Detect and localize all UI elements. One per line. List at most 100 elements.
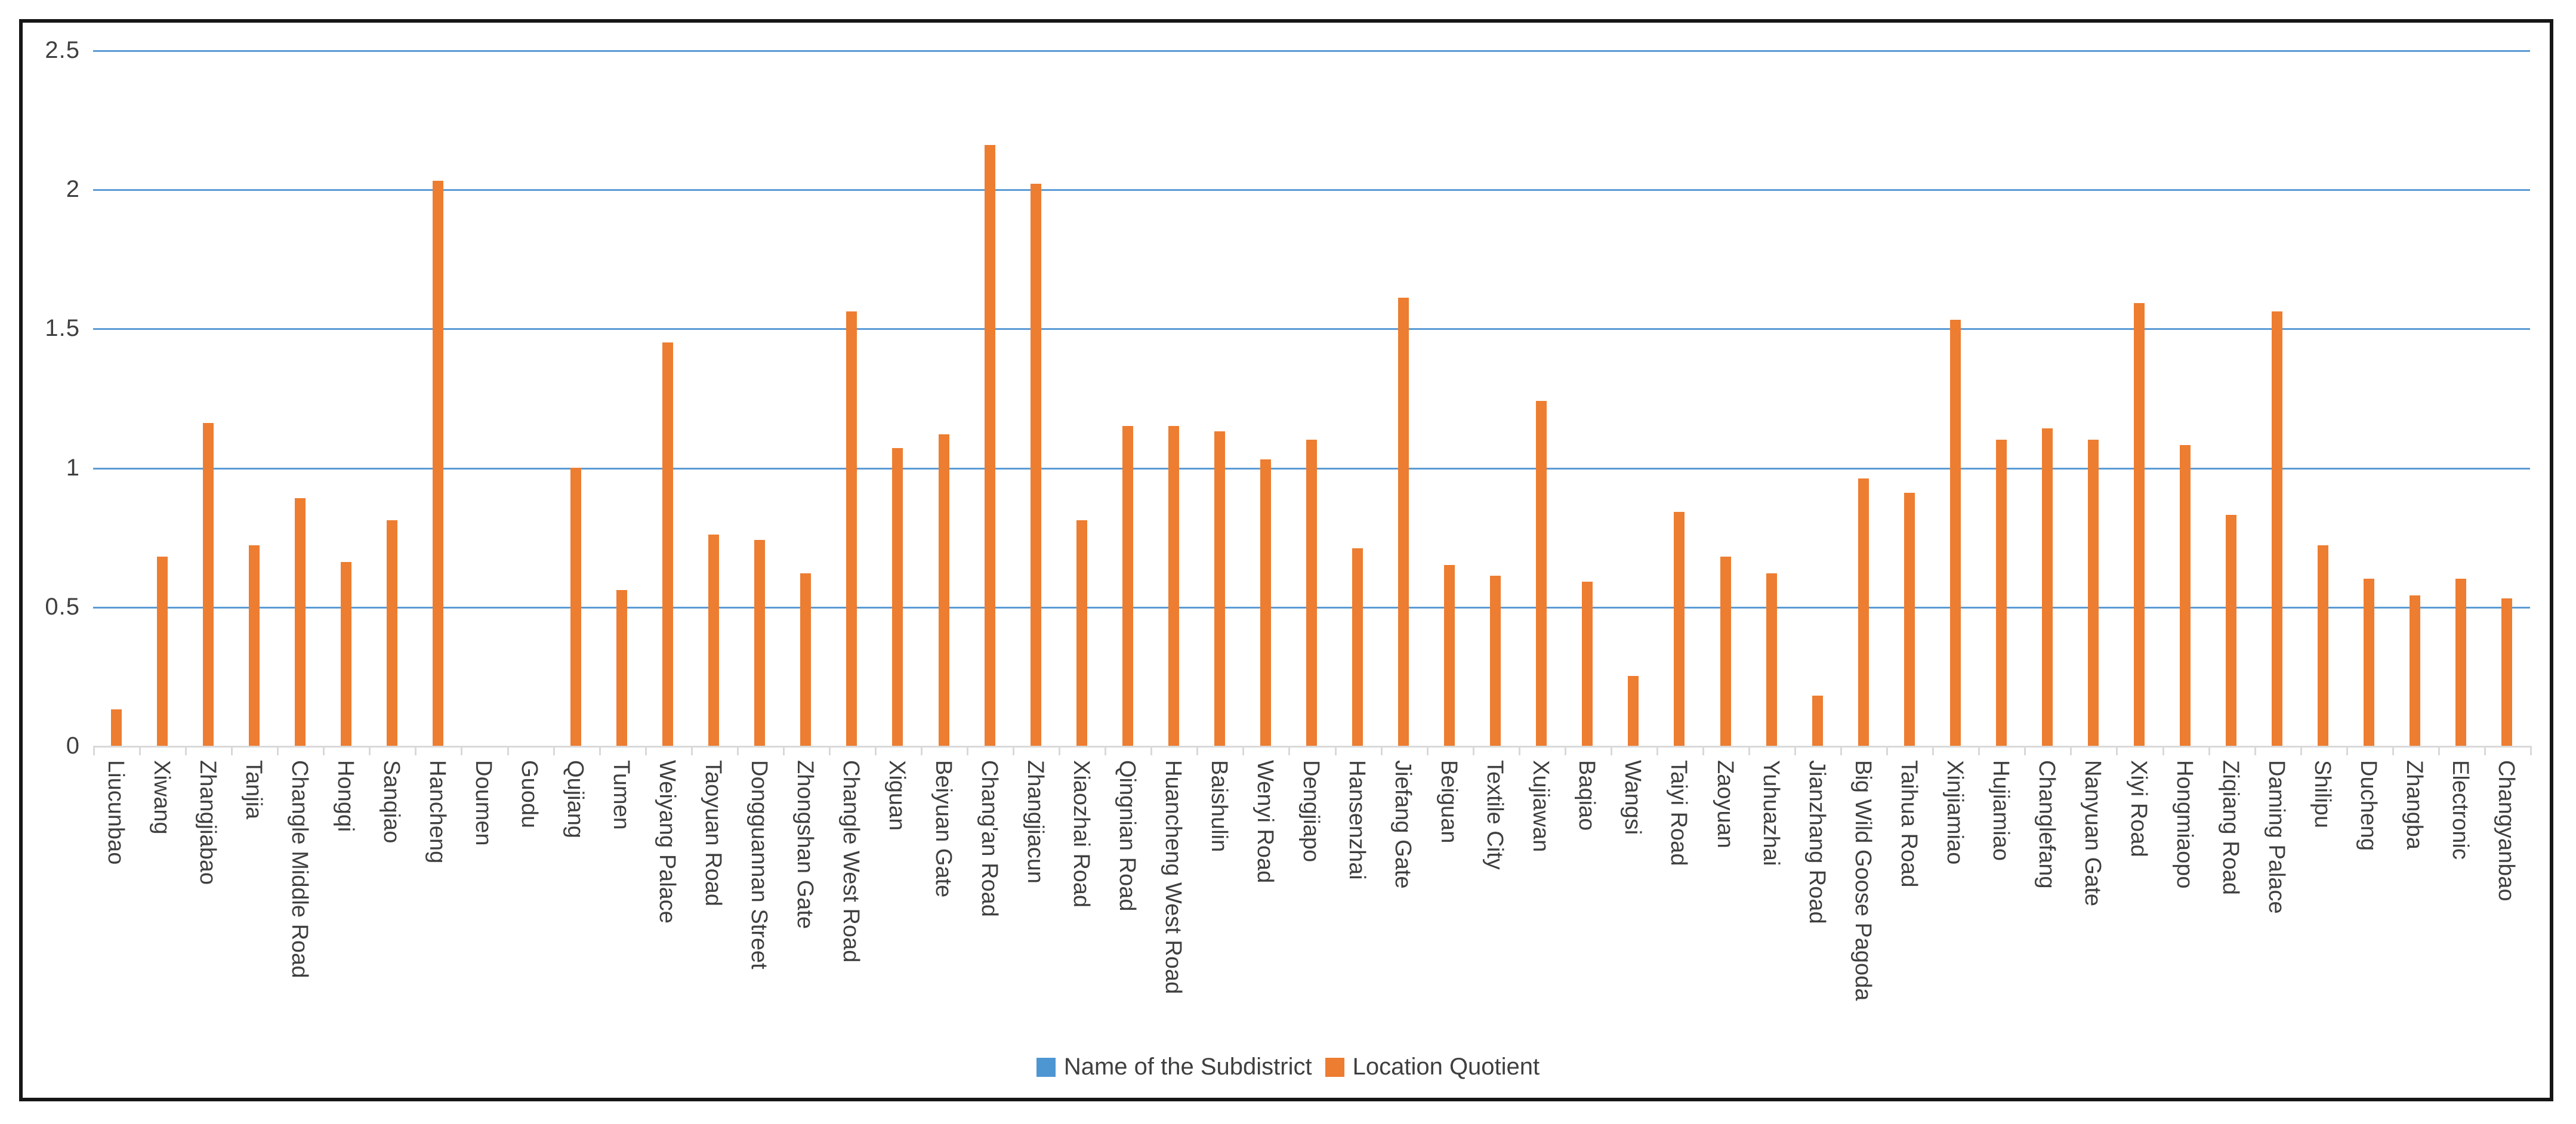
x-axis-tick: [2162, 746, 2164, 755]
bar-changle-west-road[interactable]: [846, 311, 857, 746]
legend-label: Location Quotient: [1352, 1054, 1540, 1080]
bar-hansenzhai[interactable]: [1352, 548, 1363, 746]
bar-baqiao[interactable]: [1582, 581, 1593, 746]
bar-huancheng-west-road[interactable]: [1168, 425, 1179, 746]
x-axis-tick: [690, 746, 693, 755]
x-axis-tick: [1748, 746, 1751, 755]
bar-baishulin[interactable]: [1214, 431, 1225, 746]
bar-nanyuan-gate[interactable]: [2087, 439, 2099, 746]
bar-taihua-road[interactable]: [1904, 492, 1915, 746]
x-axis-tick: [185, 746, 187, 755]
x-axis-category-label: Zhongshan Gate: [792, 760, 818, 930]
x-axis-category-label: Zhangjiabao: [195, 760, 220, 885]
x-axis-category-label: Sanqiao: [378, 760, 404, 844]
x-axis-category-label: Tumen: [609, 760, 634, 830]
x-axis-tick: [1288, 746, 1291, 755]
bar-changyanbao[interactable]: [2501, 598, 2513, 746]
x-axis-tick: [323, 746, 325, 755]
x-axis-tick: [1242, 746, 1245, 755]
legend-item-subdistrict[interactable]: Name of the Subdistrict: [1036, 1054, 1312, 1080]
bar-changlefang[interactable]: [2041, 428, 2053, 746]
bar-chang-an-road[interactable]: [984, 144, 995, 746]
y-axis-tick-label: 2.5: [45, 37, 80, 63]
bar-xiwang[interactable]: [156, 556, 168, 746]
bar-taoyuan-road[interactable]: [708, 534, 720, 746]
bar-qingnian-road[interactable]: [1122, 425, 1133, 746]
x-axis-tick: [1059, 746, 1061, 755]
bar-jiefang-gate[interactable]: [1398, 298, 1409, 746]
bar-xiaozhai-road[interactable]: [1076, 520, 1087, 746]
bar-yuhuazhai[interactable]: [1766, 573, 1777, 746]
x-axis-category-label: Hujiamiao: [1988, 760, 2013, 861]
bar-dengjiapo[interactable]: [1306, 439, 1317, 746]
bar-shilipu[interactable]: [2318, 545, 2329, 746]
bar-big-wild-goose-pagoda[interactable]: [1858, 478, 1869, 746]
x-axis-category-label: Shilipu: [2310, 760, 2336, 829]
x-axis-tick: [369, 746, 371, 755]
x-axis-tick: [1105, 746, 1107, 755]
bar-beiyuan-gate[interactable]: [938, 434, 949, 746]
x-axis-tick: [139, 746, 141, 755]
bar-hujiamiao[interactable]: [1995, 439, 2007, 746]
bar-liucunbao[interactable]: [110, 709, 122, 746]
bar-textile-city[interactable]: [1490, 576, 1501, 746]
bar-changle-middle-road[interactable]: [294, 498, 306, 746]
x-axis-category-label: Hongmiaopo: [2172, 760, 2198, 889]
legend-item-location-quotient[interactable]: Location Quotient: [1325, 1054, 1540, 1080]
y-axis-tick-label: 1.5: [45, 315, 80, 342]
x-axis-category-label: Ducheng: [2356, 760, 2381, 851]
x-axis-category-label: Dengjiapo: [1298, 760, 1324, 863]
bar-jianzhang-road[interactable]: [1812, 696, 1823, 746]
bar-zhongshan-gate[interactable]: [800, 573, 812, 746]
bar-zhangjiabao[interactable]: [202, 422, 214, 746]
bar-sanqiao[interactable]: [386, 520, 397, 746]
bar-taiyi-road[interactable]: [1674, 512, 1685, 746]
bar-dongguannan-street[interactable]: [754, 539, 766, 746]
bar-zhangjiacun[interactable]: [1030, 183, 1041, 746]
bar-wenyi-road[interactable]: [1260, 459, 1271, 746]
bar-wangsi[interactable]: [1628, 676, 1639, 746]
bar-hongmiaopo[interactable]: [2180, 445, 2191, 746]
bar-xujiawan[interactable]: [1536, 400, 1547, 746]
x-axis-tick: [1518, 746, 1520, 755]
bar-ziqiang-road[interactable]: [2226, 514, 2237, 746]
bar-ducheng[interactable]: [2364, 579, 2375, 746]
x-axis-tick: [2392, 746, 2394, 755]
x-axis-category-label: Tanjia: [240, 760, 266, 820]
x-axis-category-label: Xujiawan: [1528, 760, 1554, 853]
x-axis-category-label: Weiyang Palace: [655, 760, 680, 924]
x-axis-category-label: Xiguan: [884, 760, 910, 831]
y-axis-tick-label: 0.5: [45, 593, 80, 620]
bar-tumen[interactable]: [616, 589, 628, 746]
x-axis-category-label: Taoyuan Road: [701, 760, 726, 907]
bar-xiguan[interactable]: [892, 447, 903, 746]
bar-xinjiamiao[interactable]: [1949, 320, 1961, 746]
x-axis-tick: [2070, 746, 2072, 755]
x-axis-tick: [553, 746, 555, 755]
bar-xiyi-road[interactable]: [2134, 303, 2145, 746]
legend-swatch-orange-icon: [1325, 1057, 1344, 1077]
x-axis-category-label: Textile City: [1482, 760, 1508, 870]
bar-hancheng[interactable]: [432, 181, 443, 746]
bar-daming-palace[interactable]: [2272, 311, 2283, 746]
x-axis-category-label: Doumen: [470, 760, 496, 846]
bar-beiguan[interactable]: [1444, 564, 1455, 746]
bar-electronic[interactable]: [2455, 579, 2467, 746]
bar-hongqi[interactable]: [340, 562, 351, 746]
x-axis-category-label: Zhangba: [2402, 760, 2427, 850]
x-axis-tick: [1013, 746, 1015, 755]
bar-zhangba[interactable]: [2410, 595, 2421, 746]
bar-qujiang[interactable]: [570, 467, 582, 746]
x-axis-category-label: Huancheng West Road: [1160, 760, 1186, 995]
x-axis-category-label: Dongguannan Street: [746, 760, 772, 969]
y-axis-tick-label: 2: [66, 176, 80, 203]
x-axis-category-label: Xinjiamiao: [1942, 760, 1967, 865]
x-axis-category-label: Xiyi Road: [2126, 760, 2152, 857]
bar-zaoyuan[interactable]: [1720, 556, 1731, 746]
bar-tanjia[interactable]: [248, 545, 260, 746]
x-axis-category-label: Zhangjiacun: [1022, 760, 1048, 884]
bar-weiyang-palace[interactable]: [662, 342, 674, 746]
x-axis-category-label: Big Wild Goose Pagoda: [1850, 760, 1875, 1001]
x-axis-category-label: Baqiao: [1574, 760, 1600, 831]
